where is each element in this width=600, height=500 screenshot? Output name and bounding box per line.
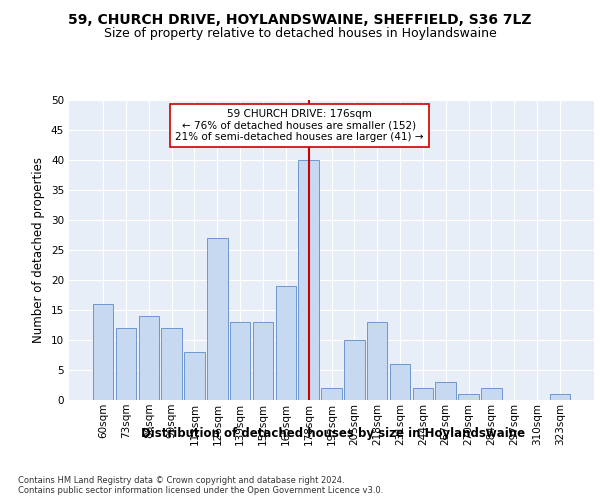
- Bar: [207, 238, 227, 400]
- Bar: [344, 340, 365, 400]
- Bar: [367, 322, 388, 400]
- Bar: [413, 388, 433, 400]
- Bar: [481, 388, 502, 400]
- Bar: [436, 382, 456, 400]
- Text: 59 CHURCH DRIVE: 176sqm
← 76% of detached houses are smaller (152)
21% of semi-d: 59 CHURCH DRIVE: 176sqm ← 76% of detache…: [175, 109, 424, 142]
- Bar: [458, 394, 479, 400]
- Bar: [390, 364, 410, 400]
- Y-axis label: Number of detached properties: Number of detached properties: [32, 157, 46, 343]
- Text: Distribution of detached houses by size in Hoylandswaine: Distribution of detached houses by size …: [141, 428, 525, 440]
- Bar: [93, 304, 113, 400]
- Bar: [230, 322, 250, 400]
- Bar: [253, 322, 273, 400]
- Text: 59, CHURCH DRIVE, HOYLANDSWAINE, SHEFFIELD, S36 7LZ: 59, CHURCH DRIVE, HOYLANDSWAINE, SHEFFIE…: [68, 12, 532, 26]
- Text: Contains HM Land Registry data © Crown copyright and database right 2024.
Contai: Contains HM Land Registry data © Crown c…: [18, 476, 383, 495]
- Bar: [139, 316, 159, 400]
- Bar: [298, 160, 319, 400]
- Bar: [116, 328, 136, 400]
- Bar: [184, 352, 205, 400]
- Bar: [161, 328, 182, 400]
- Bar: [275, 286, 296, 400]
- Text: Size of property relative to detached houses in Hoylandswaine: Size of property relative to detached ho…: [104, 28, 496, 40]
- Bar: [321, 388, 342, 400]
- Bar: [550, 394, 570, 400]
